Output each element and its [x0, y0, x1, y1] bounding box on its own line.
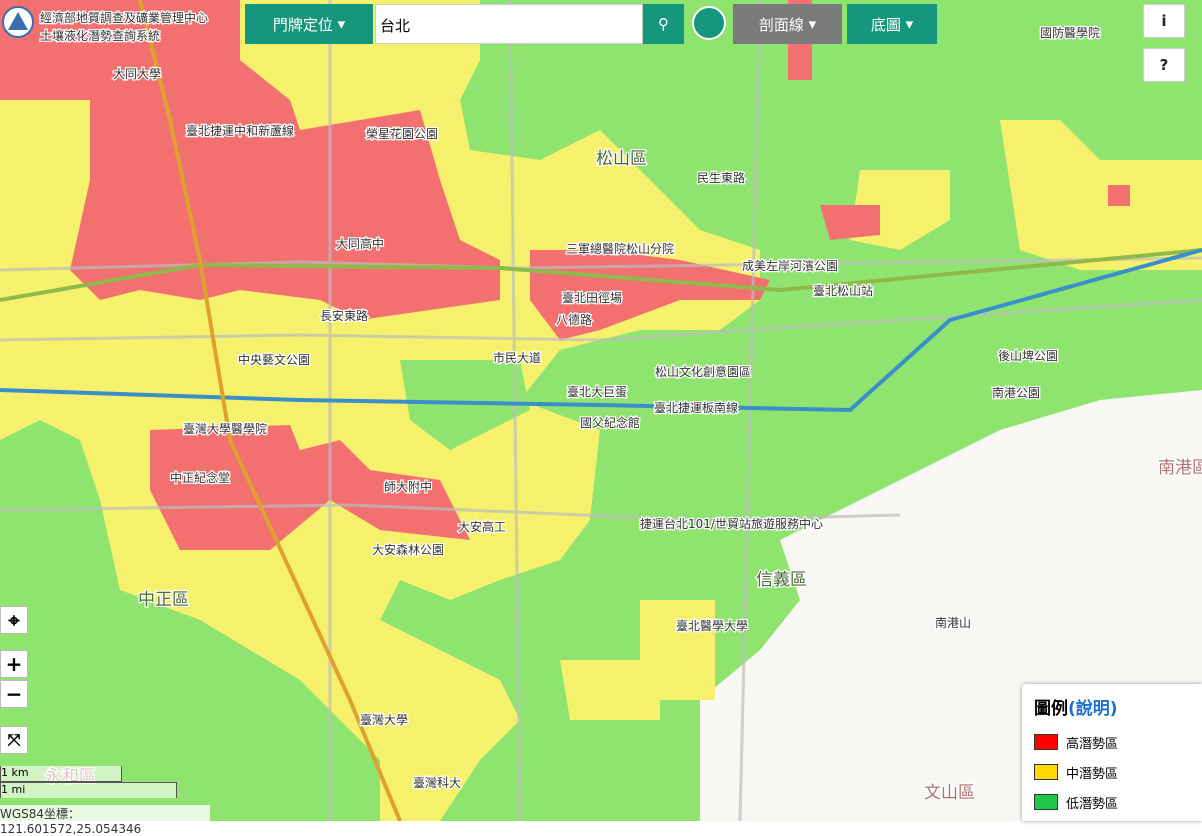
legend-item: 低潛勢區 — [1034, 787, 1190, 817]
legend-label: 中潛勢區 — [1066, 766, 1119, 782]
search-input[interactable]: 台北 — [375, 4, 643, 44]
map-label: 臺灣大學 — [360, 712, 408, 727]
coordinates: WGS84坐標：121.601572,25.054346 — [0, 805, 210, 836]
search-value: 台北 — [380, 17, 411, 35]
map-label: 中正紀念堂 — [170, 470, 230, 485]
logo — [2, 6, 34, 38]
map-label: 文山區 — [924, 783, 975, 803]
legend-swatch — [1034, 794, 1058, 810]
map-label: 松山文化創意園區 — [655, 364, 751, 379]
search-button[interactable]: ⚲ — [643, 4, 684, 44]
map-label: 國防醫學院 — [1040, 25, 1100, 40]
map-label: 臺北大巨蛋 — [567, 384, 627, 399]
map-label: 南港山 — [935, 615, 971, 630]
map-label: 長安東路 — [320, 308, 368, 323]
locate-text: 門牌定位 — [272, 15, 333, 34]
basemap-text: 底圖 — [870, 15, 901, 34]
help-button[interactable]: ? — [1143, 48, 1185, 82]
legend: 圖例(說明) 高潛勢區中潛勢區低潛勢區 — [1022, 684, 1202, 821]
scale-km-text: 1 km — [1, 766, 29, 779]
legend-label: 低潛勢區 — [1066, 796, 1119, 812]
map-label: 信義區 — [756, 570, 807, 590]
legend-swatch — [1034, 734, 1058, 750]
map-label: 臺灣大學醫學院 — [183, 421, 267, 436]
map-label: 八德路 — [556, 312, 592, 327]
map-label: 民生東路 — [697, 170, 745, 185]
fullscreen-button[interactable]: ⤧ — [0, 726, 28, 754]
map-label: 三軍總醫院松山分院 — [566, 241, 674, 256]
legend-swatch — [1034, 764, 1058, 780]
map-label: 成美左岸河濱公園 — [742, 258, 838, 273]
agency-title: 經濟部地質調查及礦業管理中心 — [40, 10, 208, 25]
locate-me-button[interactable]: ⌖ — [0, 606, 28, 634]
legend-label: 高潛勢區 — [1066, 736, 1119, 752]
legend-item: 中潛勢區 — [1034, 757, 1190, 787]
map-label: 大安高工 — [458, 519, 506, 534]
map-label: 後山埤公園 — [998, 349, 1058, 363]
map-label: 南港區 — [1158, 458, 1202, 478]
compass-button[interactable] — [692, 6, 726, 40]
map-label: 臺北田徑場 — [562, 290, 622, 305]
scale-km: 1 km — [0, 766, 122, 782]
legend-item: 高潛勢區 — [1034, 727, 1190, 757]
map-label: 捷運台北101/世貿站旅遊服務中心 — [640, 516, 823, 531]
map-label: 臺北松山站 — [813, 283, 873, 298]
map-label: 松山區 — [596, 149, 647, 169]
system-title: 土壤液化潛勢查詢系統 — [40, 28, 160, 43]
map-label: 榮星花園公園 — [366, 126, 438, 141]
profile-text: 剖面線 — [758, 15, 804, 34]
locate-button[interactable]: 門牌定位 ▾ — [245, 4, 373, 44]
map-label: 臺北醫學大學 — [676, 618, 748, 633]
map-label: 國父紀念館 — [580, 415, 640, 430]
map-label: 中正區 — [138, 590, 189, 610]
legend-title: 圖例 — [1034, 699, 1068, 719]
map-label: 臺北捷運中和新蘆線 — [186, 123, 294, 138]
legend-link[interactable]: (說明) — [1068, 699, 1118, 719]
map-label: 中央藝文公園 — [238, 352, 310, 367]
map-label: 大同高中 — [336, 236, 384, 251]
scale-bar: 1 km 1 mi — [0, 766, 177, 802]
map-label: 南港公園 — [992, 385, 1040, 400]
profile-button[interactable]: 剖面線 ▾ — [733, 4, 842, 44]
high-zone — [0, 0, 1130, 550]
scale-mi: 1 mi — [0, 782, 177, 798]
zoom-out-button[interactable]: − — [0, 680, 28, 708]
map-label: 大安森林公園 — [372, 542, 444, 557]
map-label: 臺北捷運板南線 — [654, 400, 738, 415]
basemap-button[interactable]: 底圖 ▾ — [847, 4, 937, 44]
legend-items: 高潛勢區中潛勢區低潛勢區 — [1034, 727, 1190, 817]
zoom-in-button[interactable]: + — [0, 650, 28, 678]
map-label: 市民大道 — [493, 350, 541, 365]
scale-mi-text: 1 mi — [1, 783, 26, 796]
map-label: 大同大學 — [113, 67, 161, 81]
info-button[interactable]: i — [1143, 4, 1185, 38]
map-label: 臺灣科大 — [413, 775, 461, 790]
low-zone — [400, 360, 530, 450]
map-label: 師大附中 — [384, 479, 432, 494]
